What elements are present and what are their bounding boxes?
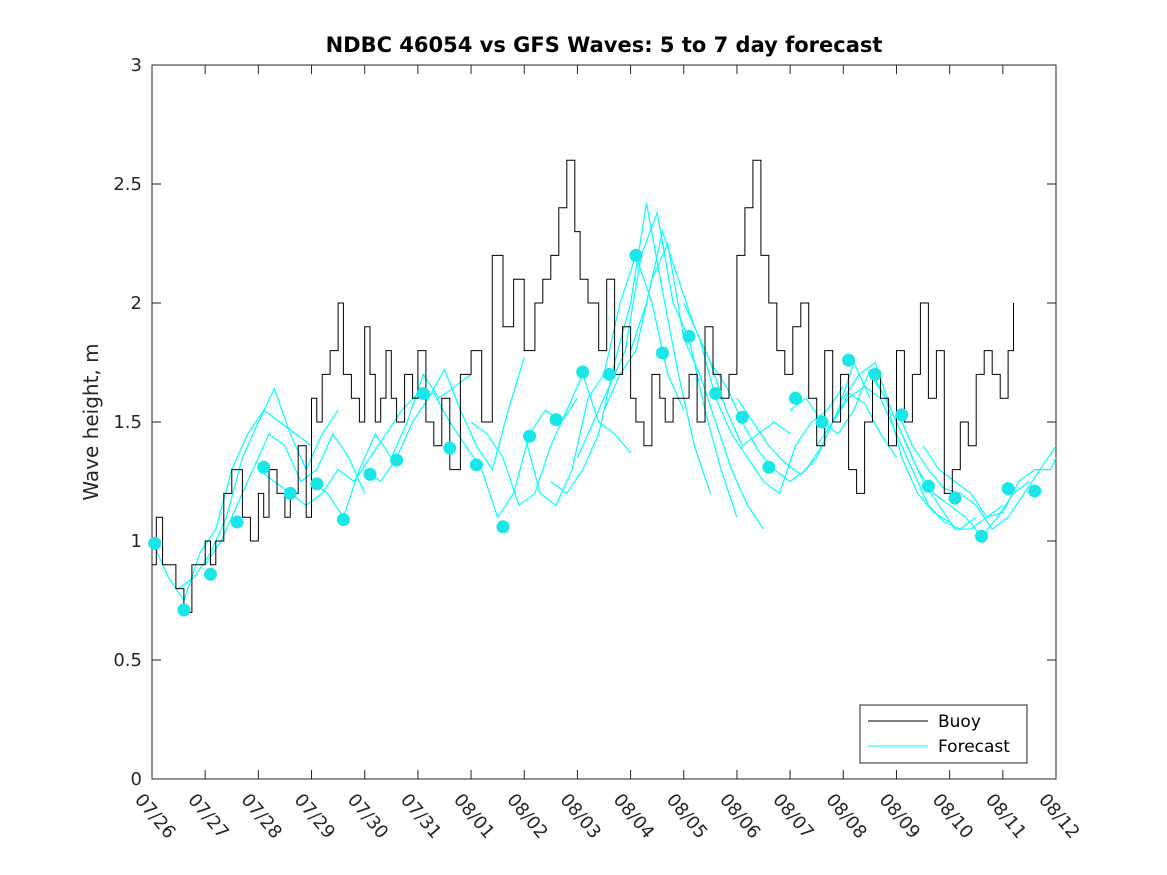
forecast-line <box>417 392 578 519</box>
forecast-line <box>576 210 738 518</box>
forecast-line <box>709 360 871 483</box>
forecast-line <box>470 372 632 507</box>
legend-label-buoy: Buoy <box>938 712 981 732</box>
forecast-line <box>922 445 1057 518</box>
y-tick-label: 3 <box>131 55 142 76</box>
plot-area <box>151 64 1057 780</box>
forecast-line <box>258 392 419 507</box>
y-tick-label: 1 <box>131 531 142 552</box>
forecast-point <box>230 515 244 529</box>
forecast-point <box>310 477 324 491</box>
buoy-line <box>152 159 1014 613</box>
y-tick-label: 0.5 <box>113 650 142 671</box>
forecast-point <box>655 346 669 360</box>
forecast-point <box>257 460 271 474</box>
forecast-point <box>1001 482 1015 496</box>
forecast-line <box>204 432 366 566</box>
y-axis-label: Wave height, m <box>79 343 103 500</box>
forecast-point <box>788 391 802 405</box>
forecast-point <box>148 536 162 550</box>
forecast-line <box>895 409 1057 530</box>
chart-title: NDBC 46054 vs GFS Waves: 5 to 7 day fore… <box>326 33 883 57</box>
forecast-line <box>736 392 897 476</box>
forecast-point <box>469 458 483 472</box>
forecast-point <box>416 386 430 400</box>
forecast-point <box>682 329 696 343</box>
y-tick-label: 2.5 <box>113 174 142 195</box>
forecast-line <box>842 361 1004 530</box>
forecast-point <box>1028 484 1042 498</box>
forecast-point <box>842 353 856 367</box>
legend: Buoy Forecast <box>859 704 1028 764</box>
forecast-point <box>868 367 882 381</box>
y-tick-label: 1.5 <box>113 412 142 433</box>
forecast-point <box>975 529 989 543</box>
forecast-point <box>921 479 935 493</box>
legend-box <box>859 704 1028 764</box>
forecast-point <box>948 491 962 505</box>
forecast-point <box>576 365 590 379</box>
forecast-point <box>177 603 191 617</box>
forecast-point <box>602 367 616 381</box>
forecast-point <box>815 415 829 429</box>
forecast-point <box>523 429 537 443</box>
forecast-point <box>496 520 510 534</box>
forecast-point <box>336 513 350 527</box>
y-tick-label: 2 <box>131 293 142 314</box>
forecast-point <box>549 413 563 427</box>
forecast-point <box>443 441 457 455</box>
legend-label-forecast: Forecast <box>938 737 1010 757</box>
y-axis-ticks: 0 0.5 1 1.5 2 2.5 3 <box>113 55 1056 790</box>
forecast-point <box>283 486 297 500</box>
buoy-series <box>152 159 1014 613</box>
forecast-point <box>629 248 643 262</box>
forecast-point <box>203 567 217 581</box>
forecast-point <box>390 453 404 467</box>
forecast-point <box>709 386 723 400</box>
forecast-point <box>895 408 909 422</box>
y-tick-label: 0 <box>131 769 142 790</box>
forecast-point <box>363 467 377 481</box>
forecast-point <box>735 410 749 424</box>
forecast-points <box>148 248 1042 617</box>
forecast-point <box>762 460 776 474</box>
